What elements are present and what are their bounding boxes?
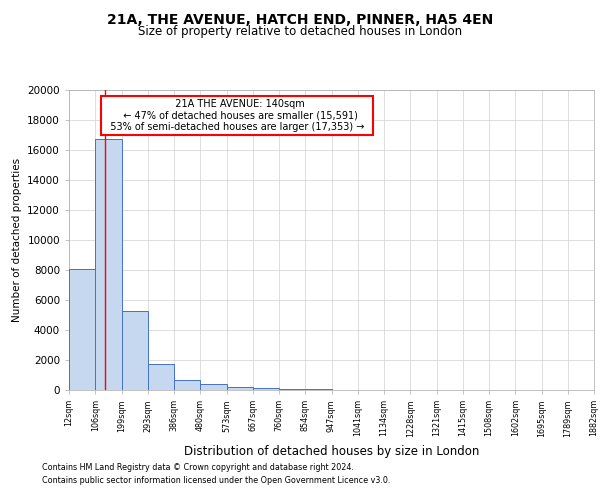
Text: 21A THE AVENUE: 140sqm
  ← 47% of detached houses are smaller (15,591)
  53% of : 21A THE AVENUE: 140sqm ← 47% of detached… bbox=[104, 99, 370, 132]
Bar bbox=[279, 389, 305, 390]
X-axis label: Distribution of detached houses by size in London: Distribution of detached houses by size … bbox=[184, 445, 479, 458]
Bar bbox=[95, 140, 121, 390]
Text: Size of property relative to detached houses in London: Size of property relative to detached ho… bbox=[138, 25, 462, 38]
Text: 21A, THE AVENUE, HATCH END, PINNER, HA5 4EN: 21A, THE AVENUE, HATCH END, PINNER, HA5 … bbox=[107, 12, 493, 26]
Bar bbox=[121, 310, 148, 390]
Bar bbox=[253, 388, 279, 390]
Bar bbox=[69, 269, 95, 390]
Text: Contains public sector information licensed under the Open Government Licence v3: Contains public sector information licen… bbox=[42, 476, 391, 485]
Bar bbox=[227, 386, 253, 390]
Bar bbox=[305, 389, 331, 390]
Text: Contains HM Land Registry data © Crown copyright and database right 2024.: Contains HM Land Registry data © Crown c… bbox=[42, 462, 354, 471]
Bar bbox=[148, 364, 174, 390]
Bar bbox=[200, 384, 227, 390]
Bar bbox=[174, 380, 200, 390]
Y-axis label: Number of detached properties: Number of detached properties bbox=[11, 158, 22, 322]
